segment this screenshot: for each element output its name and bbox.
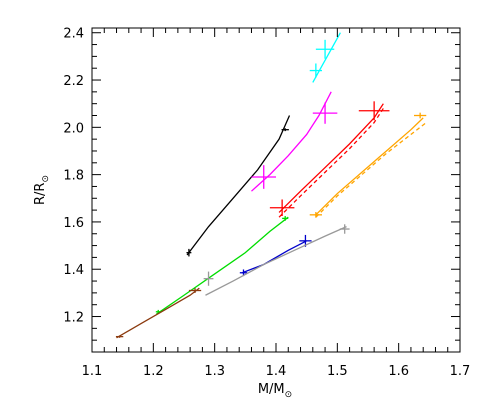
series-5-errorbar-1	[414, 112, 427, 119]
x-tick-label: 1.6	[388, 364, 409, 379]
series-9-errorbar-1	[339, 224, 350, 234]
y-tick-label: 1.2	[63, 311, 84, 326]
x-tick-label: 1.4	[266, 364, 287, 379]
series-line-2	[312, 32, 341, 83]
series-line-10	[116, 287, 200, 339]
series-line-6	[315, 122, 427, 218]
x-tick-label: 1.1	[82, 364, 103, 379]
x-tick-label: 1.3	[204, 364, 225, 379]
series-line-7	[156, 216, 289, 315]
series-7-errorbar-1	[282, 216, 289, 221]
tick-marks	[91, 28, 461, 353]
series-1-errorbar-0	[251, 165, 276, 189]
plot-frame	[91, 27, 461, 353]
y-tick-label: 1.8	[63, 169, 84, 184]
x-axis-label-subscript: ⊙	[285, 390, 293, 400]
series-10-errorbar-0	[115, 335, 124, 338]
series-line-4	[278, 108, 384, 218]
series-0-errorbar-1	[281, 128, 289, 132]
series-1-errorbar-1	[312, 102, 338, 124]
series-0-errorbar-0	[186, 248, 192, 257]
plot-area	[115, 32, 427, 339]
x-tick-label: 1.7	[450, 364, 471, 379]
y-tick-labels: 1.2 1.4 1.6 1.8 2.0 2.2 2.4	[63, 27, 84, 326]
series-3-errorbar-0	[269, 199, 295, 217]
series-line-3	[278, 103, 384, 213]
series-10-errorbar-1	[188, 288, 202, 293]
y-tick-label: 2.0	[63, 121, 84, 136]
series-3-errorbar-1	[358, 101, 390, 121]
x-tick-label: 1.5	[327, 364, 348, 379]
y-tick-label: 2.4	[63, 27, 84, 42]
y-axis-label-text: R/R	[33, 183, 48, 205]
series-2-errorbar-1	[315, 39, 335, 59]
series-line-8	[242, 240, 307, 274]
series-line-0	[186, 115, 291, 256]
series-line-5	[315, 117, 424, 216]
x-tick-labels: 1.1 1.2 1.3 1.4 1.5 1.6 1.7	[82, 364, 471, 379]
series-9-errorbar-0	[203, 271, 214, 286]
y-axis-label-subscript: ⊙	[41, 175, 51, 183]
y-tick-label: 2.2	[63, 74, 84, 89]
y-tick-label: 1.6	[63, 216, 84, 231]
x-axis-label-text: M/M	[258, 382, 285, 397]
x-axis-label: M/M⊙	[258, 382, 292, 400]
x-tick-label: 1.2	[143, 364, 164, 379]
y-axis-label: R/R⊙	[33, 175, 51, 205]
y-tick-label: 1.4	[63, 263, 84, 278]
series-line-9	[205, 226, 347, 296]
series-2-errorbar-0	[309, 63, 322, 78]
